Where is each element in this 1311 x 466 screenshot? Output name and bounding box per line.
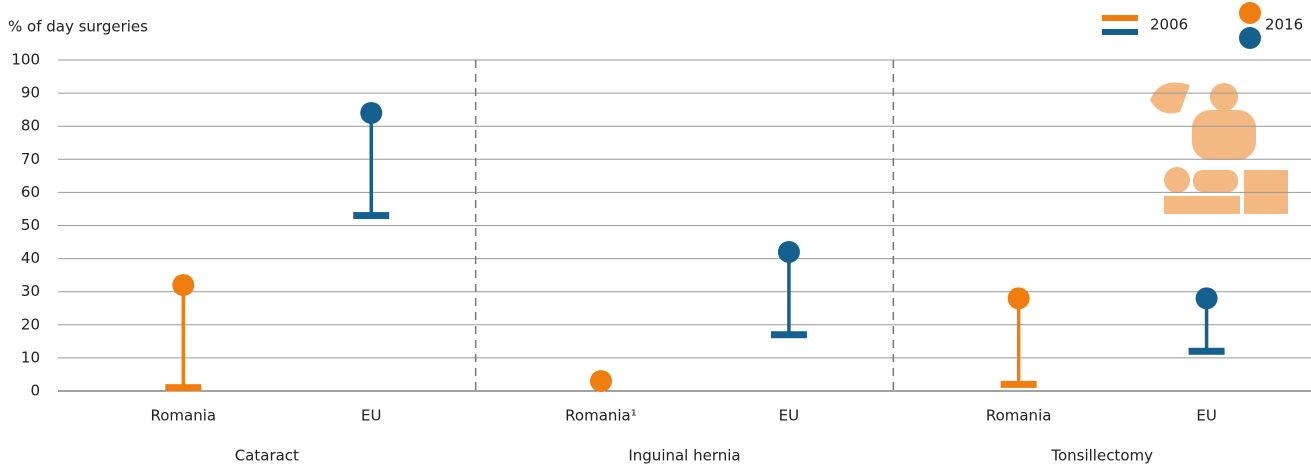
y-tick-label: 30	[21, 282, 40, 300]
marker-2016	[360, 102, 382, 124]
marker-2016	[590, 370, 612, 392]
legend-swatch	[1102, 29, 1138, 35]
marker-2006	[1189, 348, 1225, 355]
x-tick-label: Romania	[986, 407, 1052, 425]
marker-2016	[778, 241, 800, 263]
x-tick-label: EU	[361, 407, 381, 425]
y-tick-label: 100	[11, 51, 40, 69]
y-tick-label: 0	[30, 382, 40, 400]
y-axis-label: % of day surgeries	[8, 18, 148, 36]
x-tick-label: Romania	[150, 407, 216, 425]
marker-2006	[1001, 381, 1037, 388]
y-tick-label: 20	[21, 315, 40, 333]
y-tick-label: 50	[21, 216, 40, 234]
y-tick-label: 40	[21, 249, 40, 267]
y-tick-label: 60	[21, 183, 40, 201]
legend-swatch	[1239, 2, 1261, 24]
marker-2016	[1196, 287, 1218, 309]
marker-2006	[353, 212, 389, 219]
group-label: Cataract	[235, 447, 299, 465]
y-tick-label: 90	[21, 84, 40, 102]
marker-2006	[165, 384, 201, 391]
y-tick-label: 10	[21, 348, 40, 366]
y-tick-label: 80	[21, 117, 40, 135]
legend-swatch	[1239, 27, 1261, 49]
marker-2006	[771, 331, 807, 338]
legend-swatch	[1102, 15, 1138, 21]
group-label: Inguinal hernia	[628, 447, 740, 465]
x-tick-label: Romania¹	[565, 407, 637, 425]
icon	[1150, 83, 1288, 214]
x-tick-label: EU	[779, 407, 799, 425]
group-label: Tonsillectomy	[1050, 447, 1153, 465]
legend-label: 2016	[1265, 16, 1303, 34]
y-tick-label: 70	[21, 150, 40, 168]
chart: % of day surgeries 0 10 20 30 40 50 60 70 80 90 10…	[0, 0, 1311, 466]
marker-2016	[172, 274, 194, 296]
legend-label: 2006	[1150, 16, 1188, 34]
marker-2016	[1008, 287, 1030, 309]
x-tick-label: EU	[1196, 407, 1216, 425]
